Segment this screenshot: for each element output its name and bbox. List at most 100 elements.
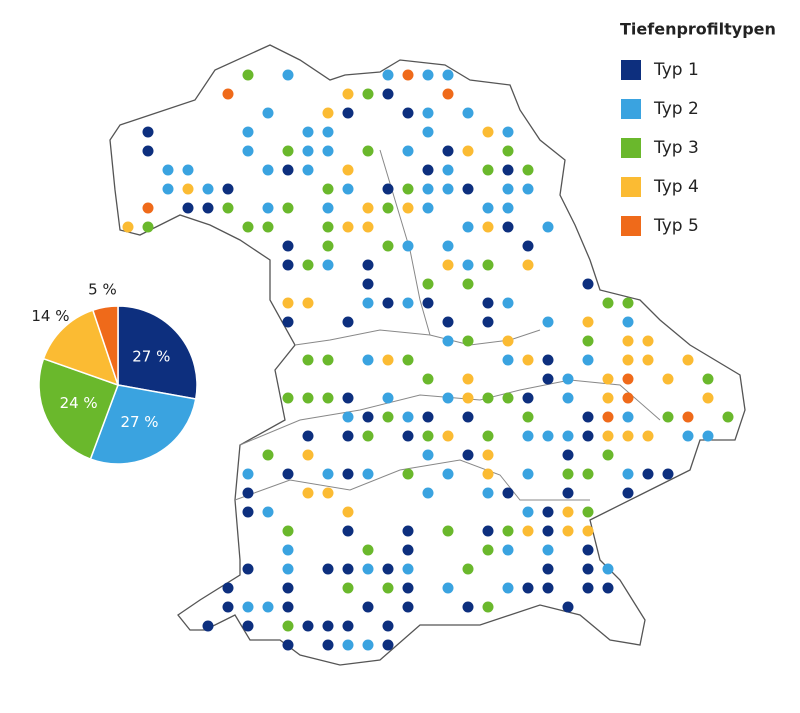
site-dot: [402, 354, 414, 366]
site-dot: [482, 487, 494, 499]
site-dot: [342, 392, 354, 404]
site-dot: [442, 468, 454, 480]
site-dot: [482, 202, 494, 214]
site-dot: [442, 88, 454, 100]
pie-slice: [89, 384, 197, 465]
site-dot: [342, 88, 354, 100]
site-dot: [622, 487, 634, 499]
site-dot: [382, 639, 394, 651]
site-dot: [542, 221, 554, 233]
site-dot: [402, 107, 414, 119]
site-dot: [582, 563, 594, 575]
site-dot: [282, 240, 294, 252]
site-dot: [622, 316, 634, 328]
legend-swatch: [621, 138, 641, 158]
site-dot: [602, 430, 614, 442]
pie-label: 27 %: [120, 413, 158, 431]
site-dot: [422, 297, 434, 309]
site-dot: [382, 354, 394, 366]
site-dot: [402, 69, 414, 81]
site-dot: [302, 392, 314, 404]
site-dot: [322, 107, 334, 119]
site-dot: [322, 221, 334, 233]
site-dot: [442, 316, 454, 328]
site-dot: [582, 316, 594, 328]
site-dot: [562, 601, 574, 613]
site-dot: [342, 164, 354, 176]
site-dot: [362, 221, 374, 233]
site-dot: [342, 506, 354, 518]
site-dot: [202, 202, 214, 214]
site-dot: [522, 430, 534, 442]
site-dot: [562, 373, 574, 385]
site-dot: [242, 126, 254, 138]
site-dot: [362, 202, 374, 214]
site-dot: [322, 392, 334, 404]
legend-title: Tiefenprofiltypen: [620, 20, 776, 39]
site-dot: [642, 354, 654, 366]
site-dot: [342, 468, 354, 480]
site-dot: [422, 430, 434, 442]
site-dot: [522, 525, 534, 537]
site-dot: [202, 183, 214, 195]
site-dot: [502, 335, 514, 347]
site-dot: [462, 449, 474, 461]
site-dot: [342, 430, 354, 442]
site-dot: [522, 582, 534, 594]
site-dot: [482, 525, 494, 537]
site-dot: [142, 221, 154, 233]
site-dot: [662, 411, 674, 423]
site-dot: [182, 183, 194, 195]
site-dot: [282, 202, 294, 214]
site-dot: [542, 582, 554, 594]
site-dot: [382, 88, 394, 100]
site-dot: [282, 620, 294, 632]
border: [239, 379, 661, 446]
site-dot: [302, 164, 314, 176]
site-dot: [502, 164, 514, 176]
site-dot: [542, 354, 554, 366]
site-dot: [482, 544, 494, 556]
site-dot: [462, 373, 474, 385]
site-dot: [702, 430, 714, 442]
site-dot: [442, 145, 454, 157]
site-dot: [322, 145, 334, 157]
site-dot: [282, 563, 294, 575]
site-dot: [562, 525, 574, 537]
site-dot: [242, 506, 254, 518]
site-dot: [502, 202, 514, 214]
pie-label: 27 %: [132, 348, 170, 366]
site-dot: [282, 297, 294, 309]
site-dot: [222, 88, 234, 100]
pie-slice: [38, 357, 119, 461]
site-dot: [622, 373, 634, 385]
site-dot: [342, 563, 354, 575]
site-dot: [362, 563, 374, 575]
site-dot: [582, 335, 594, 347]
site-dot: [442, 69, 454, 81]
site-dot: [302, 297, 314, 309]
site-dot: [302, 487, 314, 499]
site-dot: [482, 601, 494, 613]
site-dot: [482, 164, 494, 176]
site-dot: [302, 259, 314, 271]
site-dot: [522, 183, 534, 195]
site-dot: [262, 164, 274, 176]
site-dot: [462, 278, 474, 290]
site-dot: [402, 430, 414, 442]
site-dot: [322, 240, 334, 252]
site-dot: [302, 145, 314, 157]
site-dot: [362, 88, 374, 100]
site-dot: [562, 468, 574, 480]
site-dot: [422, 411, 434, 423]
site-dot: [442, 525, 454, 537]
site-dot: [642, 430, 654, 442]
site-dot: [502, 487, 514, 499]
legend-label: Typ 2: [653, 99, 699, 119]
site-dot: [682, 411, 694, 423]
site-dot: [622, 297, 634, 309]
site-dot: [362, 259, 374, 271]
site-dot: [562, 506, 574, 518]
site-dot: [422, 107, 434, 119]
site-dot: [462, 601, 474, 613]
